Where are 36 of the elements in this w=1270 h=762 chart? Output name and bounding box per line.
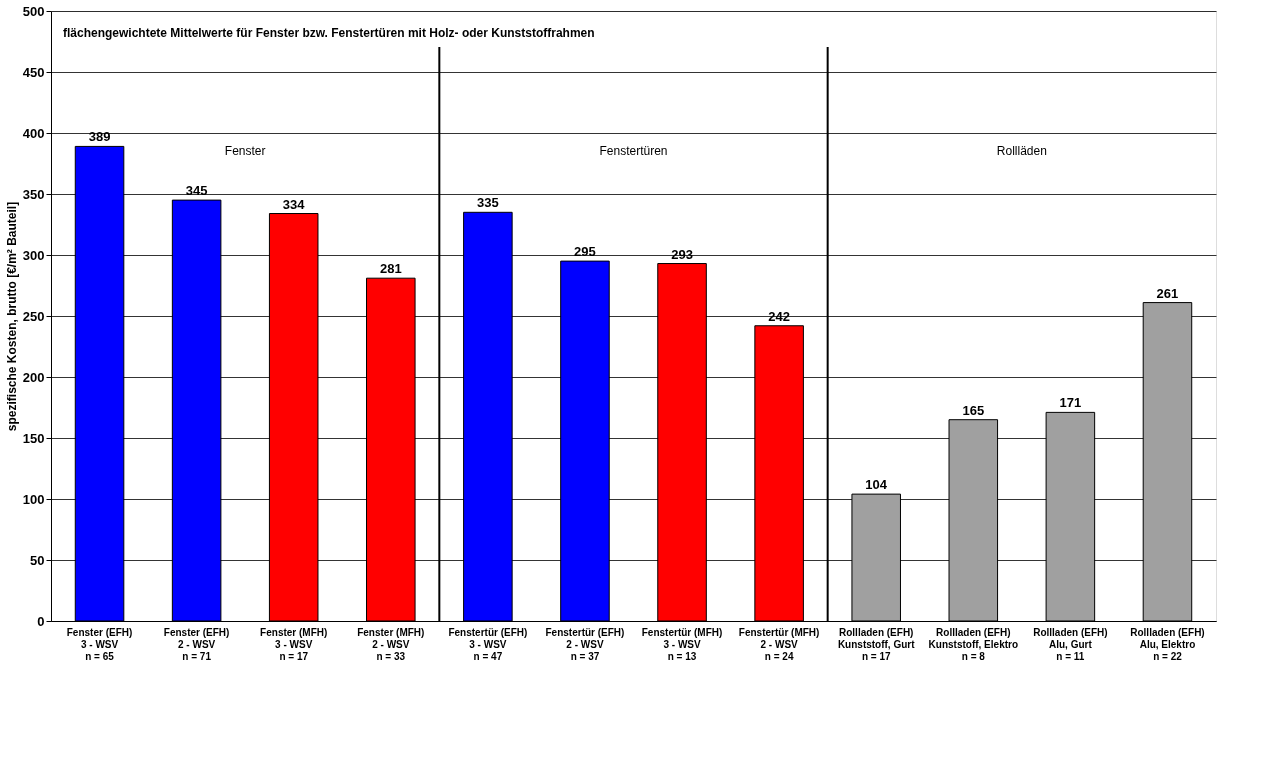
y-axis-title: spezifische Kosten, brutto [€/m² Bauteil] — [4, 201, 19, 432]
data-label: 389 — [88, 129, 111, 145]
text: flächengewichtete Mittelwerte für Fenster bzw. Fenstertüren mit Holz- oder Kunststoffrahmen — [63, 26, 595, 40]
x-tick-label: Fenster (MFH) 2 - WSV n = 33 — [357, 626, 425, 662]
y-tick-label: 450 — [22, 64, 45, 80]
y-tick-label: 250 — [22, 308, 45, 324]
annotation: Fenstertüren — [599, 144, 668, 158]
annotation: Fenster — [224, 144, 266, 158]
y-tick-label: 50 — [30, 552, 45, 568]
x-tick-label: Fenster (EFH) 2 - WSV n = 71 — [163, 626, 230, 662]
y-tick-label: 0 — [37, 613, 45, 629]
y-tick-label: 300 — [22, 247, 45, 263]
y-tick-label: 350 — [22, 186, 45, 202]
data-label: 261 — [1156, 285, 1179, 301]
data-label: 104 — [865, 477, 888, 493]
x-tick-label: Fenstertür (EFH) 2 - WSV n = 37 — [545, 626, 625, 662]
x-tick-label: Fenster (EFH) 3 - WSV n = 65 — [66, 626, 133, 662]
data-label: 335 — [477, 195, 499, 211]
annotation: Rollläden — [996, 144, 1047, 158]
y-tick-label: 200 — [22, 369, 45, 385]
x-tick-label: Rollladen (EFH) Alu, Gurt n = 11 — [1033, 626, 1108, 662]
y-tick-label: 500 — [22, 3, 45, 19]
x-tick-label: Fenstertür (EFH) 3 - WSV n = 47 — [448, 626, 528, 662]
x-tick-label: Fenstertür (MFH) 3 - WSV n = 13 — [641, 626, 723, 662]
y-tick-label: 150 — [22, 430, 45, 446]
x-tick-label: Rollladen (EFH) Kunststoff, Gurt n = 17 — [837, 626, 916, 662]
x-tick-label: Fenster (MFH) 3 - WSV n = 17 — [260, 626, 328, 662]
data-label: 165 — [962, 402, 985, 418]
data-label: 281 — [379, 261, 402, 277]
y-tick-label: 400 — [22, 125, 45, 141]
data-label: 171 — [1059, 395, 1082, 411]
x-tick-label: Rollladen (EFH) Kunststoff, Elektro n = 8 — [928, 626, 1019, 662]
data-label: 334 — [282, 196, 306, 212]
x-tick-label: Rollladen (EFH) Alu, Elektro n = 22 — [1130, 626, 1205, 662]
x-tick-label: Fenstertür (MFH) 2 - WSV n = 24 — [738, 626, 820, 662]
y-tick-label: 100 — [22, 491, 45, 507]
